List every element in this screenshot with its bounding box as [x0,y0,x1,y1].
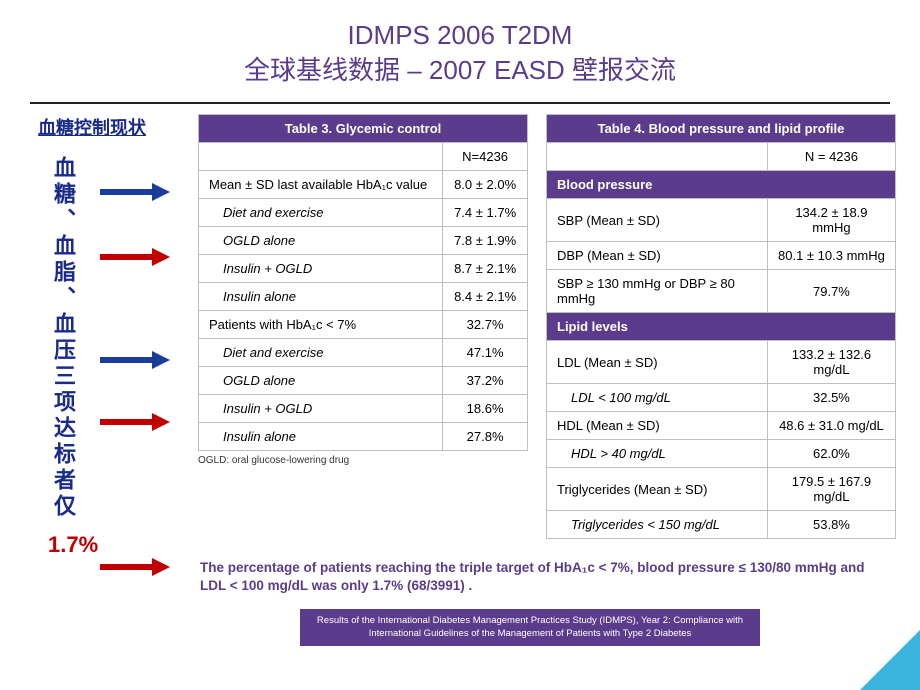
table4-lipid-value: 179.5 ± 167.9 mg/dL [767,468,895,511]
table4-lipid-value: 53.8% [767,511,895,539]
table-bp-lipid: Table 4. Blood pressure and lipid profil… [546,114,896,539]
table3-label: Insulin alone [199,283,443,311]
tables-wrapper: Table 3. Glycemic control N=4236 Mean ± … [198,114,896,539]
table3-row: Patients with HbA₁c < 7%32.7% [199,311,528,339]
table3-value: 7.8 ± 1.9% [443,227,528,255]
table4-lipid-header: Lipid levels [547,313,896,341]
table4-bp-header: Blood pressure [547,171,896,199]
table4-bp-row: DBP (Mean ± SD)80.1 ± 10.3 mmHg [547,242,896,270]
table3-footnote: OGLD: oral glucose-lowering drug [198,455,528,466]
table4-title: Table 4. Blood pressure and lipid profil… [547,115,896,143]
table3-value: 18.6% [443,395,528,423]
corner-decoration [860,630,920,690]
triple-target-note: The percentage of patients reaching the … [200,559,880,595]
table4-lipid-label: HDL > 40 mg/dL [547,440,768,468]
table3-title: Table 3. Glycemic control [199,115,528,143]
table3-label: Insulin + OGLD [199,395,443,423]
table3-row: Insulin alone8.4 ± 2.1% [199,283,528,311]
table3-value: 8.0 ± 2.0% [443,171,528,199]
table3-row: Mean ± SD last available HbA₁c value8.0 … [199,171,528,199]
table4-lipid-label: LDL (Mean ± SD) [547,341,768,384]
table3-row: OGLD alone37.2% [199,367,528,395]
table3-row: Insulin + OGLD8.7 ± 2.1% [199,255,528,283]
table4-bp-row: SBP ≥ 130 mmHg or DBP ≥ 80 mmHg79.7% [547,270,896,313]
table3-value: 8.7 ± 2.1% [443,255,528,283]
table4-wrapper: Table 4. Blood pressure and lipid profil… [546,114,896,539]
table4-bp-label: SBP ≥ 130 mmHg or DBP ≥ 80 mmHg [547,270,768,313]
table4-lipid-value: 62.0% [767,440,895,468]
table4-lipid-value: 48.6 ± 31.0 mg/dL [767,412,895,440]
table3-label: Insulin + OGLD [199,255,443,283]
highlight-percent: 1.7% [48,532,188,558]
table4-lipid-label: Triglycerides (Mean ± SD) [547,468,768,511]
table3-row: OGLD alone7.8 ± 1.9% [199,227,528,255]
arrow-2 [100,352,170,368]
table4-bp-value: 134.2 ± 18.9 mmHg [767,199,895,242]
table4-lipid-label: Triglycerides < 150 mg/dL [547,511,768,539]
table4-lipid-value: 133.2 ± 132.6 mg/dL [767,341,895,384]
citation-box: Results of the International Diabetes Ma… [300,609,760,646]
table4-lipid-row: LDL (Mean ± SD)133.2 ± 132.6 mg/dL [547,341,896,384]
arrow-4 [100,559,170,575]
table3-value: 47.1% [443,339,528,367]
table4-lipid-row: HDL (Mean ± SD)48.6 ± 31.0 mg/dL [547,412,896,440]
table3-value: 8.4 ± 2.1% [443,283,528,311]
arrow-1 [100,249,170,265]
table3-label: OGLD alone [199,227,443,255]
table4-lipid-row: Triglycerides (Mean ± SD)179.5 ± 167.9 m… [547,468,896,511]
table4-n: N = 4236 [767,143,895,171]
table3-label: Patients with HbA₁c < 7% [199,311,443,339]
table3-value: 7.4 ± 1.7% [443,199,528,227]
divider [30,102,890,104]
table4-bp-value: 80.1 ± 10.3 mmHg [767,242,895,270]
arrow-3 [100,414,170,430]
table4-bp-label: SBP (Mean ± SD) [547,199,768,242]
title-line-1: IDMPS 2006 T2DM [0,18,920,53]
table3-n: N=4236 [443,143,528,171]
table3-label: Diet and exercise [199,199,443,227]
table4-lipid-row: Triglycerides < 150 mg/dL53.8% [547,511,896,539]
table4-bp-label: DBP (Mean ± SD) [547,242,768,270]
table3-label: Insulin alone [199,423,443,451]
slide-title: IDMPS 2006 T2DM 全球基线数据 – 2007 EASD 壁报交流 [0,0,920,88]
section-label: 血糖控制现状 [38,114,188,140]
table3-label: Diet and exercise [199,339,443,367]
left-column: 血糖控制现状 血糖、血脂、血压三项达标者仅 1.7% [28,114,188,558]
table3-row: Insulin alone27.8% [199,423,528,451]
table4-lipid-row: LDL < 100 mg/dL32.5% [547,384,896,412]
table3-value: 27.8% [443,423,528,451]
table4-lipid-row: HDL > 40 mg/dL62.0% [547,440,896,468]
table-glycemic-control: Table 3. Glycemic control N=4236 Mean ± … [198,114,528,451]
table4-lipid-label: LDL < 100 mg/dL [547,384,768,412]
table4-bp-row: SBP (Mean ± SD)134.2 ± 18.9 mmHg [547,199,896,242]
title-line-2: 全球基线数据 – 2007 EASD 壁报交流 [0,53,920,88]
table3-row: Diet and exercise47.1% [199,339,528,367]
table4-bp-value: 79.7% [767,270,895,313]
table3-row: Diet and exercise7.4 ± 1.7% [199,199,528,227]
vertical-summary-text: 血糖、血脂、血压三项达标者仅 [52,156,74,526]
table3-row: Insulin + OGLD18.6% [199,395,528,423]
table3-wrapper: Table 3. Glycemic control N=4236 Mean ± … [198,114,528,539]
arrow-0 [100,184,170,200]
table4-lipid-label: HDL (Mean ± SD) [547,412,768,440]
table3-label: Mean ± SD last available HbA₁c value [199,171,443,199]
table3-value: 32.7% [443,311,528,339]
table3-label: OGLD alone [199,367,443,395]
table4-lipid-value: 32.5% [767,384,895,412]
table3-value: 37.2% [443,367,528,395]
